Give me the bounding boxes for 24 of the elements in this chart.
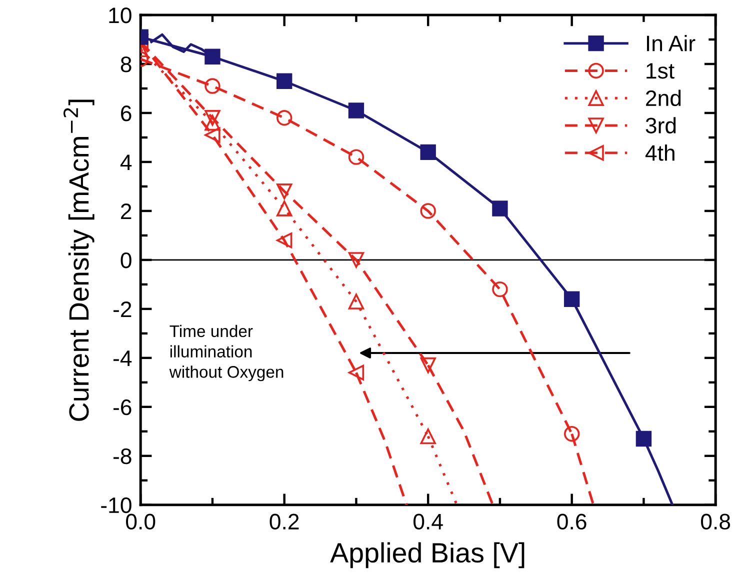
- y-tick-label: -2: [113, 301, 132, 317]
- x-tick-label: 0.2: [270, 514, 299, 530]
- y-tick-label: -4: [113, 350, 132, 366]
- legend-label: 2nd: [646, 90, 681, 106]
- annotation: Time under illumination without Oxygen: [169, 324, 284, 382]
- y-tick-label: 2: [121, 203, 132, 220]
- legend-label: In Air: [646, 35, 696, 52]
- x-tick-label: 0.8: [701, 514, 730, 530]
- x-tick-label: 0.6: [557, 514, 586, 530]
- x-tick-label: 0.4: [414, 514, 443, 530]
- legend-label: 1st: [646, 63, 674, 79]
- legend-label: 3rd: [646, 117, 676, 134]
- y-axis-title: Current Density [mAcm$^{−2}$]: [63, 100, 94, 421]
- y-tick-label: 4: [120, 154, 132, 170]
- y-tick-label: -6: [113, 399, 132, 416]
- x-tick-label: 0.0: [126, 514, 156, 530]
- y-tick-label: 6: [121, 106, 132, 122]
- y-tick-label: 8: [120, 56, 132, 72]
- y-tick-label: -10: [101, 497, 132, 514]
- y-tick-label: 10: [109, 8, 132, 24]
- y-tick-label: -8: [113, 448, 132, 464]
- y-tick-label: 0: [120, 252, 132, 268]
- x-axis-title: Applied Bias [V]: [330, 542, 524, 568]
- legend-label: 4th: [645, 144, 674, 161]
